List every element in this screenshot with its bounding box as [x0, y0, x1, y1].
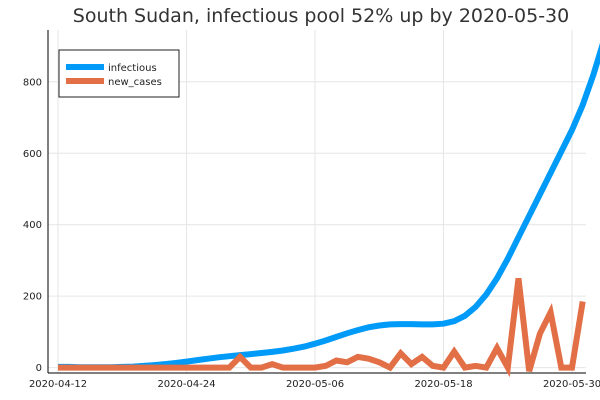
x-tick-label: 2020-04-12: [29, 379, 87, 390]
legend-box: [58, 49, 180, 98]
y-tick-label: 600: [23, 149, 42, 160]
y-tick-label: 200: [23, 292, 42, 303]
y-tick-label: 0: [36, 363, 42, 374]
y-tick-label: 400: [23, 220, 42, 231]
series-line-new-cases: [58, 277, 586, 378]
x-tick-label: 2020-05-06: [286, 379, 344, 390]
x-tick-label: 2020-05-30: [543, 379, 600, 390]
chart-title: South Sudan, infectious pool 52% up by 2…: [73, 5, 569, 27]
axes: 0 200 400 600 800 2020-04-12 2020-04-24 2020-05…: [23, 30, 600, 390]
legend-label-infectious: infectious: [108, 63, 157, 74]
x-tick-label: 2020-04-24: [157, 379, 215, 390]
legend-label-new-cases: new_cases: [108, 77, 162, 88]
y-tick-label: 800: [23, 77, 42, 88]
legend: infectious new_cases: [58, 49, 180, 98]
x-tick-label: 2020-05-18: [414, 379, 472, 390]
series-lines: [58, 42, 600, 378]
